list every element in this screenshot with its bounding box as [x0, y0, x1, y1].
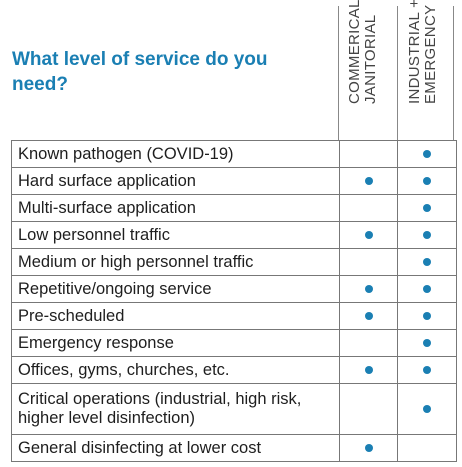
commercial-cell	[339, 275, 398, 303]
commercial-cell	[339, 383, 398, 435]
commercial-cell	[339, 194, 398, 222]
column-header-industrial: INDUSTRIAL + EMERGENCY	[398, 0, 448, 140]
page-title: What level of service do you need?	[12, 49, 268, 95]
industrial-cell	[397, 275, 457, 303]
service-level-table: Known pathogen (COVID-19) Hard surface ap…	[11, 140, 457, 462]
bullet-icon	[423, 231, 431, 240]
commercial-cell	[339, 434, 398, 462]
bullet-icon	[423, 204, 431, 213]
commercial-cell	[339, 302, 398, 330]
column-header-line: INDUSTRIAL +	[406, 0, 423, 104]
table-row: Offices, gyms, churches, etc.	[11, 356, 457, 384]
bullet-icon	[364, 231, 373, 240]
commercial-cell	[339, 140, 398, 168]
row-label: Multi-surface application	[11, 194, 340, 222]
bullet-icon	[423, 150, 431, 159]
table-row: Known pathogen (COVID-19)	[11, 140, 457, 168]
row-label: Low personnel traffic	[11, 221, 340, 249]
industrial-cell	[397, 248, 457, 276]
bullet-icon	[423, 285, 431, 294]
table-row: General disinfecting at lower cost	[11, 434, 457, 462]
table-row: Multi-surface application	[11, 194, 457, 222]
bullet-icon	[364, 312, 373, 321]
bullet-icon	[364, 366, 373, 375]
row-label: Critical operations (industrial, high ri…	[11, 383, 340, 435]
table-row: Emergency response	[11, 329, 457, 357]
column-divider	[453, 6, 454, 140]
industrial-cell	[397, 140, 457, 168]
column-header-line: JANITORIAL	[362, 14, 379, 104]
row-label: Hard surface application	[11, 167, 340, 195]
commercial-cell	[339, 329, 398, 357]
industrial-cell	[397, 167, 457, 195]
bullet-icon	[423, 339, 431, 348]
industrial-cell	[397, 329, 457, 357]
industrial-cell	[397, 302, 457, 330]
bullet-icon	[364, 444, 373, 453]
bullet-icon	[423, 258, 431, 267]
table-row: Repetitive/ongoing service	[11, 275, 457, 303]
row-label: Known pathogen (COVID-19)	[11, 140, 340, 168]
bullet-icon	[364, 285, 373, 294]
column-header-line: COMMERICAL +	[346, 0, 363, 104]
bullet-icon	[423, 312, 431, 321]
table-row: Critical operations (industrial, high ri…	[11, 383, 457, 435]
row-label: Repetitive/ongoing service	[11, 275, 340, 303]
table-row: Medium or high personnel traffic	[11, 248, 457, 276]
industrial-cell	[397, 383, 457, 435]
row-label: Emergency response	[11, 329, 340, 357]
industrial-cell	[397, 221, 457, 249]
column-divider	[397, 6, 398, 140]
row-label: Pre-scheduled	[11, 302, 340, 330]
bullet-icon	[423, 366, 431, 375]
commercial-cell	[339, 356, 398, 384]
commercial-cell	[339, 167, 398, 195]
bullet-icon	[423, 177, 431, 186]
row-label: General disinfecting at lower cost	[11, 434, 340, 462]
bullet-icon	[364, 177, 373, 186]
commercial-cell	[339, 221, 398, 249]
row-label: Offices, gyms, churches, etc.	[11, 356, 340, 384]
row-label: Medium or high personnel traffic	[11, 248, 340, 276]
industrial-cell	[397, 434, 457, 462]
column-header-line: EMERGENCY	[422, 4, 439, 104]
table-row: Hard surface application	[11, 167, 457, 195]
column-header-commercial: COMMERICAL + JANITORIAL	[338, 0, 388, 140]
column-divider	[338, 6, 339, 140]
industrial-cell	[397, 356, 457, 384]
commercial-cell	[339, 248, 398, 276]
table-row: Low personnel traffic	[11, 221, 457, 249]
bullet-icon	[423, 405, 431, 414]
industrial-cell	[397, 194, 457, 222]
table-row: Pre-scheduled	[11, 302, 457, 330]
